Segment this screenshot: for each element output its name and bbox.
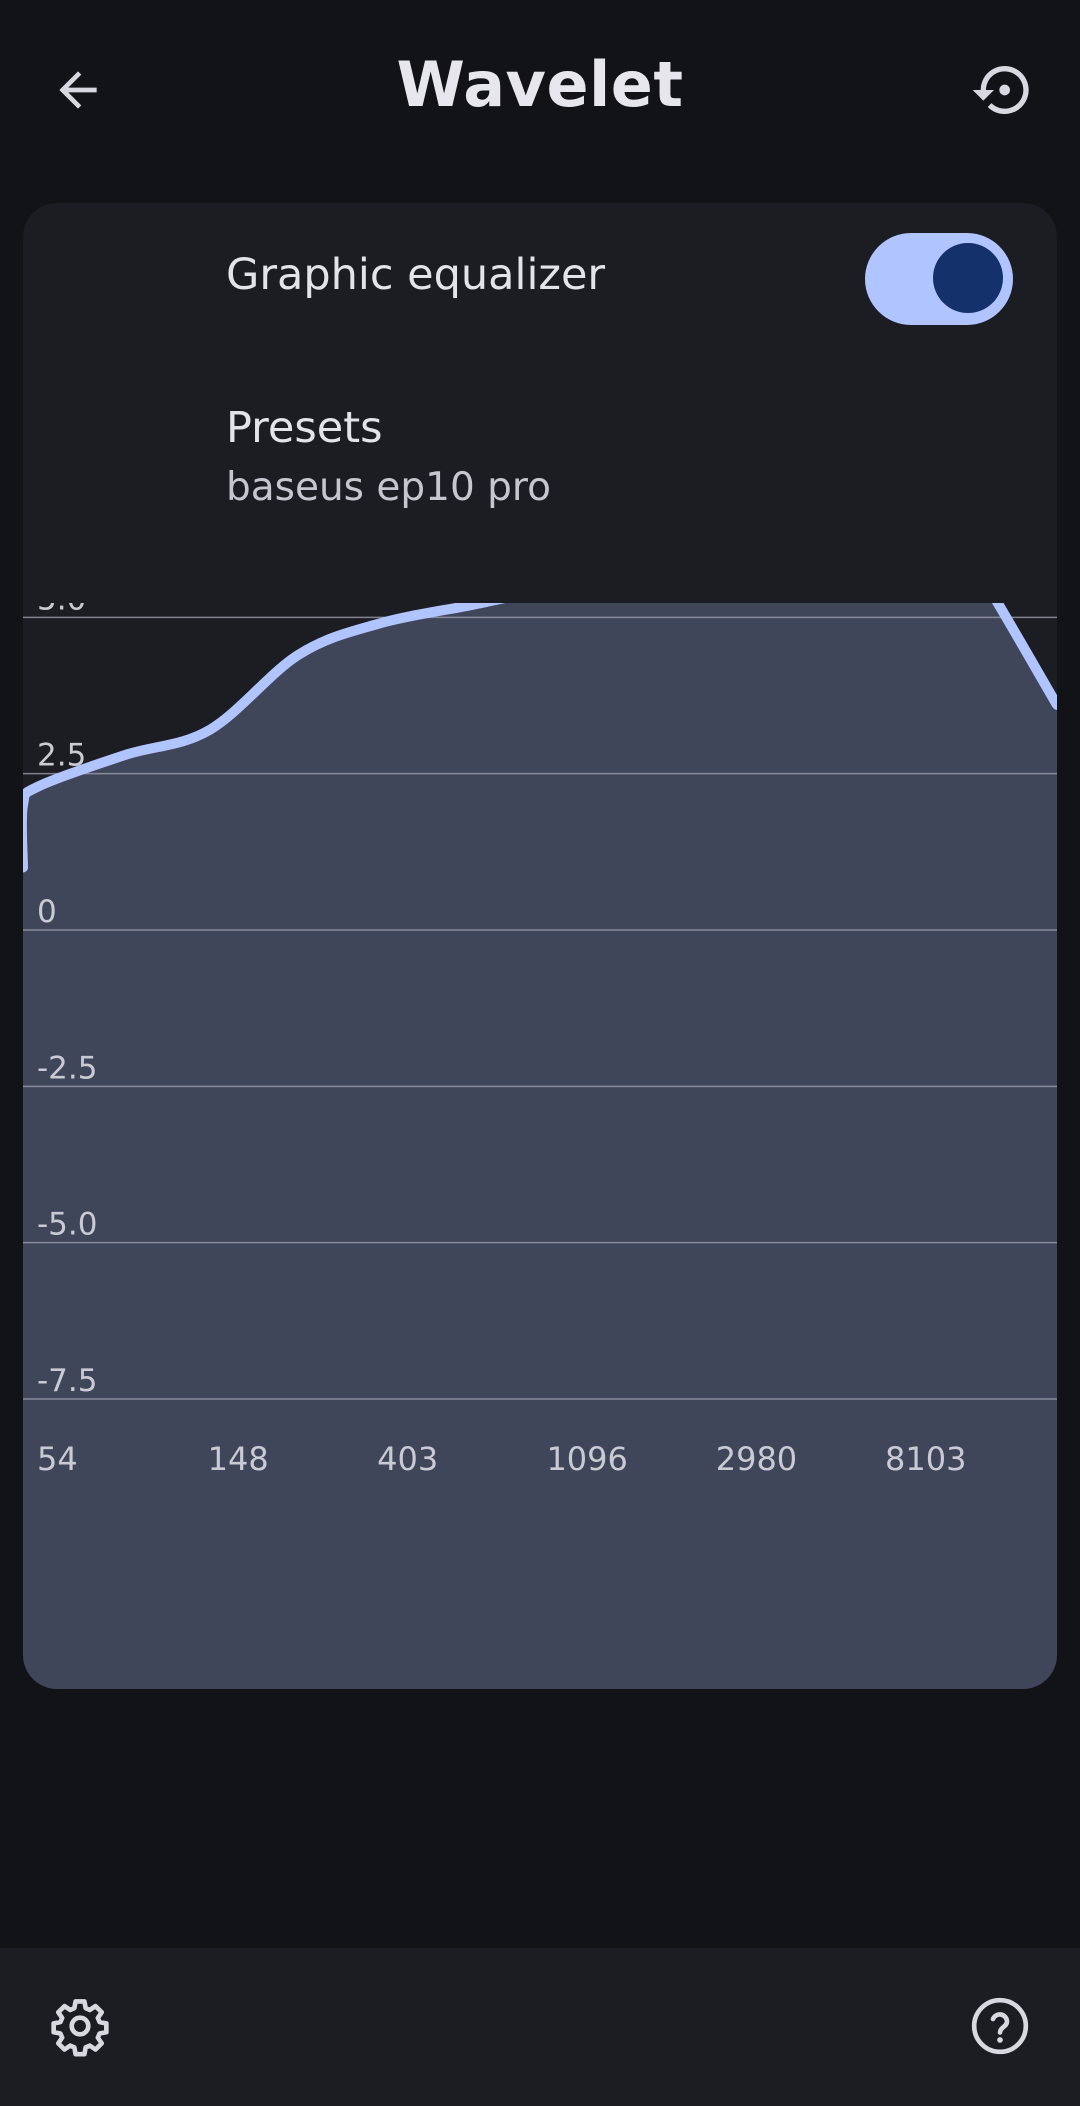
eq-curve-line bbox=[23, 603, 1057, 873]
eq-chart-svg: 7.55.02.50-2.5-5.0-7.5541484031096298081… bbox=[23, 603, 1057, 1689]
gear-icon bbox=[51, 1999, 109, 2057]
x-tick-label: 403 bbox=[377, 1440, 438, 1478]
back-button[interactable] bbox=[30, 42, 126, 138]
y-tick-label: -5.0 bbox=[37, 1207, 98, 1243]
presets-label: Presets bbox=[226, 403, 383, 453]
y-tick-label: 5.0 bbox=[37, 603, 86, 617]
top-app-bar: Wavelet bbox=[0, 0, 1080, 180]
eq-curve-fill bbox=[23, 603, 1057, 1689]
x-tick-label: 1096 bbox=[546, 1440, 627, 1478]
x-tick-label: 148 bbox=[208, 1440, 269, 1478]
equalizer-toggle[interactable] bbox=[865, 233, 1013, 325]
restore-history-icon bbox=[972, 66, 1029, 115]
x-tick-label: 8103 bbox=[885, 1440, 966, 1478]
x-tick-label: 2980 bbox=[716, 1440, 797, 1478]
bottom-bar bbox=[0, 1948, 1080, 2106]
settings-button[interactable] bbox=[32, 1978, 128, 2074]
presets-row[interactable] bbox=[23, 383, 1057, 533]
help-button[interactable] bbox=[952, 1978, 1048, 2074]
equalizer-label: Graphic equalizer bbox=[226, 250, 606, 300]
y-tick-label: -7.5 bbox=[37, 1363, 98, 1399]
equalizer-row[interactable]: Graphic equalizer bbox=[23, 203, 1057, 353]
y-tick-label: 0 bbox=[37, 894, 57, 930]
eq-chart[interactable]: 7.55.02.50-2.5-5.0-7.5541484031096298081… bbox=[23, 603, 1057, 1689]
help-circle-icon bbox=[971, 1997, 1029, 2055]
y-tick-label: -2.5 bbox=[37, 1050, 98, 1086]
app-title: Wavelet bbox=[396, 48, 684, 121]
equalizer-card: Graphic equalizer Presets baseus ep10 pr… bbox=[23, 203, 1057, 1689]
x-tick-label: 54 bbox=[37, 1440, 78, 1478]
arrow-back-icon bbox=[59, 71, 97, 109]
toggle-knob bbox=[933, 243, 1003, 313]
presets-value: baseus ep10 pro bbox=[226, 465, 551, 510]
reset-button[interactable] bbox=[954, 42, 1050, 138]
